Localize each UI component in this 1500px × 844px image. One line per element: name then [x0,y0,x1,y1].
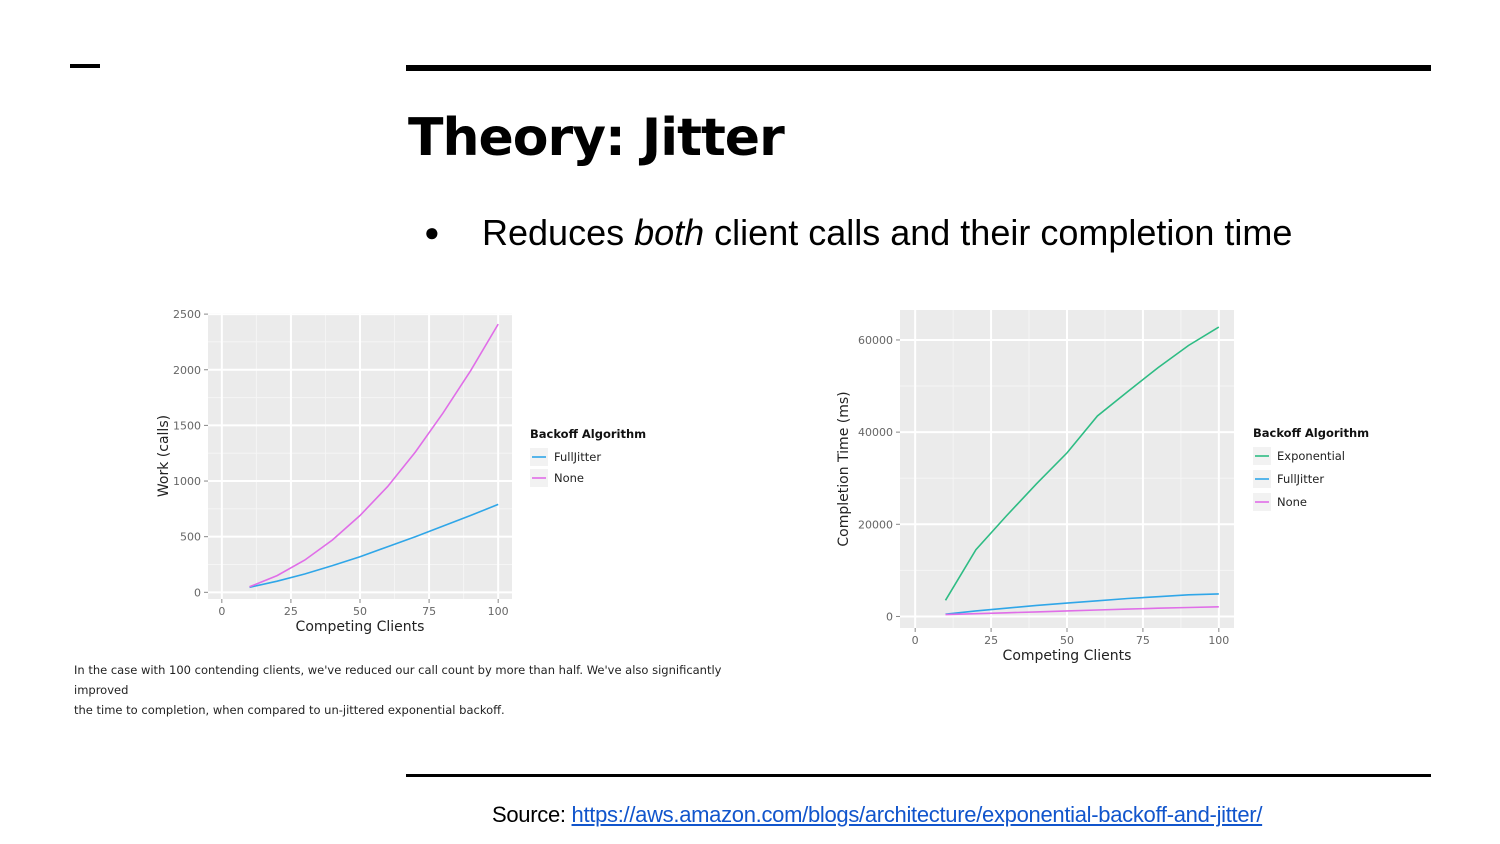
y-tick-label: 2000 [173,364,201,377]
bullet-emphasis: both [634,212,705,253]
series-line-none [249,323,499,588]
series-line-none [945,606,1219,616]
bullet-text-before: Reduces [482,212,635,253]
x-axis-label: Competing Clients [296,619,425,635]
x-tick-label: 75 [1136,634,1150,647]
y-tick-label: 500 [180,531,201,544]
y-tick-label: 0 [886,610,893,623]
bottom-rule [406,774,1431,777]
source-label: Source: [492,802,572,827]
y-tick-label: 60000 [858,334,893,347]
y-axis-label: Work (calls) [156,415,172,497]
x-tick-label: 100 [488,605,509,618]
legend-label-none: None [1277,495,1307,509]
y-tick-label: 20000 [858,518,893,531]
legend-title: Backoff Algorithm [530,427,646,441]
legend-label-none: None [554,471,584,485]
x-tick-label: 50 [1060,634,1074,647]
y-tick-label: 40000 [858,426,893,439]
slide-title: Theory: Jitter [408,108,785,168]
x-tick-label: 100 [1208,634,1229,647]
y-tick-label: 0 [194,586,201,599]
legend-label-fulljitter: FullJitter [1277,472,1324,486]
top-rule [406,65,1431,71]
x-tick-label: 25 [284,605,298,618]
x-tick-label: 25 [984,634,998,647]
y-tick-label: 1500 [173,419,201,432]
series-line-exponential [944,326,1220,601]
x-tick-label: 0 [912,634,919,647]
caption-line-1: In the case with 100 contending clients,… [74,663,722,697]
bullet-item: ● Reduces both client calls and their com… [424,212,1292,254]
legend-label-exponential: Exponential [1277,449,1345,463]
source-link[interactable]: https://aws.amazon.com/blogs/architectur… [571,802,1263,827]
y-tick-label: 1000 [173,475,201,488]
y-axis-label: Completion Time (ms) [836,391,852,546]
y-tick-label: 2500 [173,308,201,321]
x-tick-label: 50 [353,605,367,618]
series-line-fulljitter [945,593,1219,615]
series-line-fulljitter [249,503,499,589]
x-tick-label: 0 [218,605,225,618]
bullet-dot-icon: ● [424,217,440,247]
x-tick-label: 75 [422,605,436,618]
completion-time-chart: 0 25 50 75 100 0 20000 40000 60000 Competing Clie… [836,310,1369,664]
legend-label-fulljitter: FullJitter [554,450,601,464]
slide-accent-dash [70,64,100,68]
x-axis-label: Competing Clients [1003,648,1132,664]
source-citation: Source: https://aws.amazon.com/blogs/arc… [492,802,1262,828]
figure-caption: In the case with 100 contending clients,… [74,660,754,720]
legend-title: Backoff Algorithm [1253,426,1369,440]
caption-line-2: the time to completion, when compared to… [74,703,505,717]
work-calls-chart: 0 25 50 75 10005001000150020002500Competing … [156,308,646,635]
bullet-text-after: client calls and their completion time [704,212,1293,253]
